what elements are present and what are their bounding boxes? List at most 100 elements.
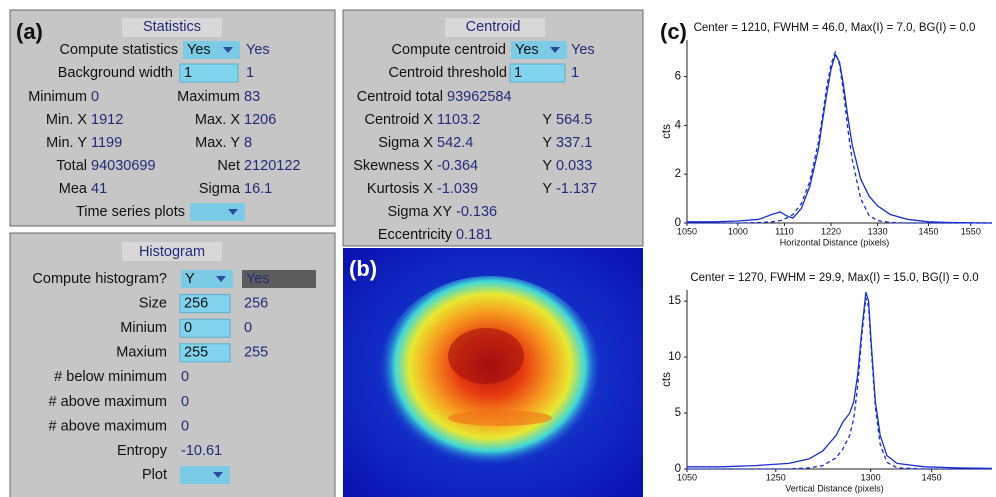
dropdown-text: Yes — [515, 42, 539, 58]
field-label: Min. Y — [46, 135, 87, 151]
input-text: 256 — [184, 295, 208, 311]
x-tick-label: 1220 — [821, 226, 841, 236]
input-text: 0 — [184, 320, 192, 336]
x-tick-label: 1450 — [918, 226, 938, 236]
field-label: Net — [217, 158, 240, 174]
field-label: Sigma XY — [388, 204, 453, 220]
x-tick-label: 1000 — [728, 226, 748, 236]
y-axis-label: cts — [661, 372, 673, 387]
field-label: Y — [542, 112, 552, 128]
field-value: 255 — [244, 345, 268, 361]
field-value: 1206 — [244, 112, 276, 128]
field-label: Eccentricity — [378, 227, 453, 243]
x-tick-label: 1300 — [861, 472, 881, 482]
chart-title: Center = 1270, FWHM = 29.9, Max(I) = 15.… — [690, 272, 978, 284]
panel-title: Statistics — [143, 19, 201, 35]
panel-label: (a) — [16, 19, 43, 44]
field-value: 564.5 — [556, 112, 592, 128]
input-text: 1 — [514, 65, 522, 81]
field-label: Time series plots — [76, 204, 185, 220]
field-label: Entropy — [117, 443, 168, 459]
dropdown[interactable] — [190, 203, 245, 221]
figure: (a) (b) (c) StatisticsCompute statistics… — [0, 0, 996, 497]
field-label: Plot — [142, 467, 167, 483]
field-value: Yes — [246, 42, 270, 58]
y-tick-label: 15 — [668, 295, 681, 307]
x-axis-label: Vertical Distance (pixels) — [785, 483, 884, 493]
panel-title: Centroid — [466, 19, 521, 35]
dropdown-text: Y — [185, 271, 195, 287]
field-label: Sigma X — [378, 135, 433, 151]
y-tick-label: 5 — [675, 407, 681, 419]
field-value: 1103.2 — [437, 112, 480, 128]
field-label: Maxium — [116, 345, 167, 361]
y-tick-label: 6 — [675, 71, 681, 83]
field-label: Compute centroid — [392, 42, 506, 58]
field-label: # below minimum — [54, 369, 167, 385]
field-label: Centroid total — [357, 89, 443, 105]
field-value: -1.137 — [556, 181, 597, 197]
x-tick-label: 1050 — [677, 226, 697, 236]
field-value: 1912 — [91, 112, 123, 128]
field-value: 1199 — [91, 135, 122, 151]
chart-title: Center = 1210, FWHM = 46.0, Max(I) = 7.0… — [694, 22, 976, 34]
field-value: 1 — [246, 65, 254, 81]
beam-core — [448, 328, 524, 384]
beam-streak — [448, 410, 552, 426]
field-value: 16.1 — [244, 181, 272, 197]
field-label: Total — [56, 158, 87, 174]
y-axis-label: cts — [661, 124, 673, 139]
x-tick-label: 1050 — [677, 472, 697, 482]
field-value: 542.4 — [437, 135, 473, 151]
field-label: Mea — [59, 181, 88, 197]
field-label: Centroid threshold — [389, 65, 508, 81]
x-tick-label: 1110 — [775, 226, 794, 236]
field-value: -0.364 — [437, 158, 478, 174]
field-label: Max. X — [195, 112, 240, 128]
field-label: Minimum — [28, 89, 87, 105]
y-tick-label: 2 — [675, 168, 681, 180]
x-tick-label: 1450 — [922, 472, 942, 482]
dropdown-text: Yes — [187, 42, 211, 58]
field-label: Y — [542, 158, 552, 174]
field-value: 93962584 — [447, 89, 512, 105]
field-label: Compute statistics — [60, 42, 178, 58]
field-value: 41 — [91, 181, 107, 197]
field-label: Compute histogram? — [32, 271, 167, 287]
dropdown[interactable] — [180, 466, 230, 484]
field-value: 0.033 — [556, 158, 592, 174]
field-label: Kurtosis X — [367, 181, 433, 197]
field-label: Centroid X — [364, 112, 433, 128]
panel-label: (b) — [349, 256, 377, 281]
field-value: 94030699 — [91, 158, 156, 174]
field-value: Yes — [571, 42, 595, 58]
field-value: -1.039 — [437, 181, 478, 197]
x-tick-label: 1550 — [961, 226, 981, 236]
input-text: 255 — [184, 345, 208, 361]
field-value: 0 — [244, 320, 252, 336]
field-label: Background width — [58, 65, 173, 81]
field-label: # above maximum — [49, 394, 167, 410]
y-tick-label: 4 — [675, 119, 682, 131]
x-axis-label: Horizontal Distance (pixels) — [780, 237, 890, 247]
field-value: 0 — [91, 89, 99, 105]
field-value: 2120122 — [244, 158, 300, 174]
field-label: Max. Y — [195, 135, 240, 151]
field-label: # above maximum — [49, 418, 167, 434]
x-tick-label: 1330 — [868, 226, 888, 236]
plots-background — [650, 0, 996, 497]
field-value: 83 — [244, 89, 260, 105]
x-tick-label: 1250 — [766, 472, 786, 482]
field-label: Size — [139, 295, 167, 311]
field-value: 256 — [244, 295, 268, 311]
panel-title: Histogram — [139, 244, 205, 260]
field-value: 8 — [244, 135, 252, 151]
field-label: Y — [542, 181, 552, 197]
field-value: 0 — [181, 394, 189, 410]
field-value: 0 — [181, 369, 189, 385]
field-label: Y — [542, 135, 552, 151]
field-label: Skewness X — [353, 158, 433, 174]
field-value: Yes — [246, 271, 270, 287]
field-value: -10.61 — [181, 443, 222, 459]
field-label: Min. X — [46, 112, 87, 128]
